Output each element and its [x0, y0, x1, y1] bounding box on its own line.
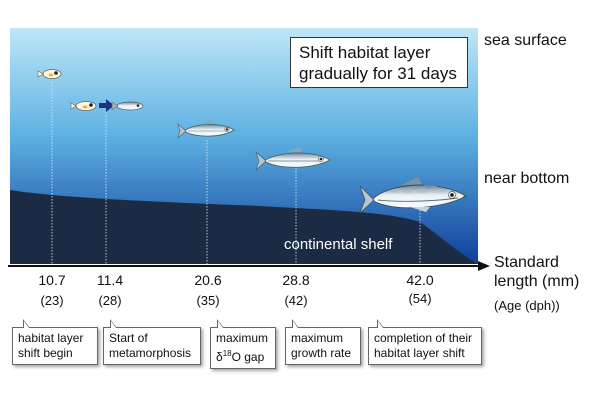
juvenile-fish-icon [177, 120, 235, 139]
callout-line2: habitat layer shift [374, 346, 465, 360]
length-value: 28.8 [282, 272, 310, 288]
adult-fish-icon [359, 177, 467, 214]
continental-shelf-label: continental shelf [284, 236, 393, 253]
sea-surface-label: sea surface [484, 32, 567, 49]
event-callout-shift-completion: completion of their habitat layer shift [368, 319, 482, 365]
gap-text: O gap [231, 350, 265, 364]
axis-title-line2: length (mm) [494, 273, 580, 290]
callout-line1: habitat layer [18, 331, 84, 345]
callout-line2: growth rate [291, 346, 352, 360]
event-callout-layer-shift-begin: habitat layer shift begin [12, 319, 98, 365]
arrow-right-icon [99, 99, 114, 112]
callout-line1: maximum [291, 331, 344, 345]
age-value: (35) [196, 293, 220, 308]
seafloor [10, 190, 478, 264]
juvenile-fish-icon [111, 101, 144, 111]
axis-title: Standard length (mm) [494, 253, 579, 291]
length-value: 10.7 [38, 272, 66, 288]
larva-fish-icon [70, 101, 97, 111]
length-value: 11.4 [96, 272, 124, 288]
length-value: 20.6 [194, 272, 222, 288]
info-box-line1: Shift habitat layer [299, 43, 431, 62]
larva-fish-icon [37, 69, 62, 79]
age-label: (Age (dph)) [494, 298, 560, 313]
age-value: (42) [284, 293, 308, 308]
age-value: (28) [98, 293, 122, 308]
callout-line1: maximum [216, 331, 269, 345]
axis-title-line1: Standard [494, 254, 559, 271]
isotope-superscript: 18 [222, 349, 232, 358]
age-value: (54) [408, 291, 432, 306]
event-callout-metamorphosis: Start of metamorphosis [103, 319, 201, 365]
event-callout-growth-rate: maximum growth rate [285, 319, 361, 365]
info-box-line2: gradually for 31 days [299, 64, 457, 83]
callout-line2: metamorphosis [109, 346, 192, 360]
event-callout-delta-o-gap: maximum δ18O gap [210, 319, 276, 369]
info-box: Shift habitat layer gradually for 31 day… [290, 37, 468, 88]
callout-line2: δ18O gap [216, 346, 270, 365]
guide-lines [51, 82, 421, 264]
callout-line1: completion of their [374, 331, 473, 345]
callout-line2: shift begin [18, 346, 73, 360]
juvenile-fish-icon [255, 147, 331, 171]
near-bottom-label: near bottom [484, 170, 570, 187]
callout-line1: Start of [109, 331, 148, 345]
length-value: 42.0 [406, 272, 434, 288]
age-value: (23) [40, 293, 64, 308]
delta-symbol: δ [216, 350, 223, 364]
axis-arrow-icon [478, 261, 490, 271]
